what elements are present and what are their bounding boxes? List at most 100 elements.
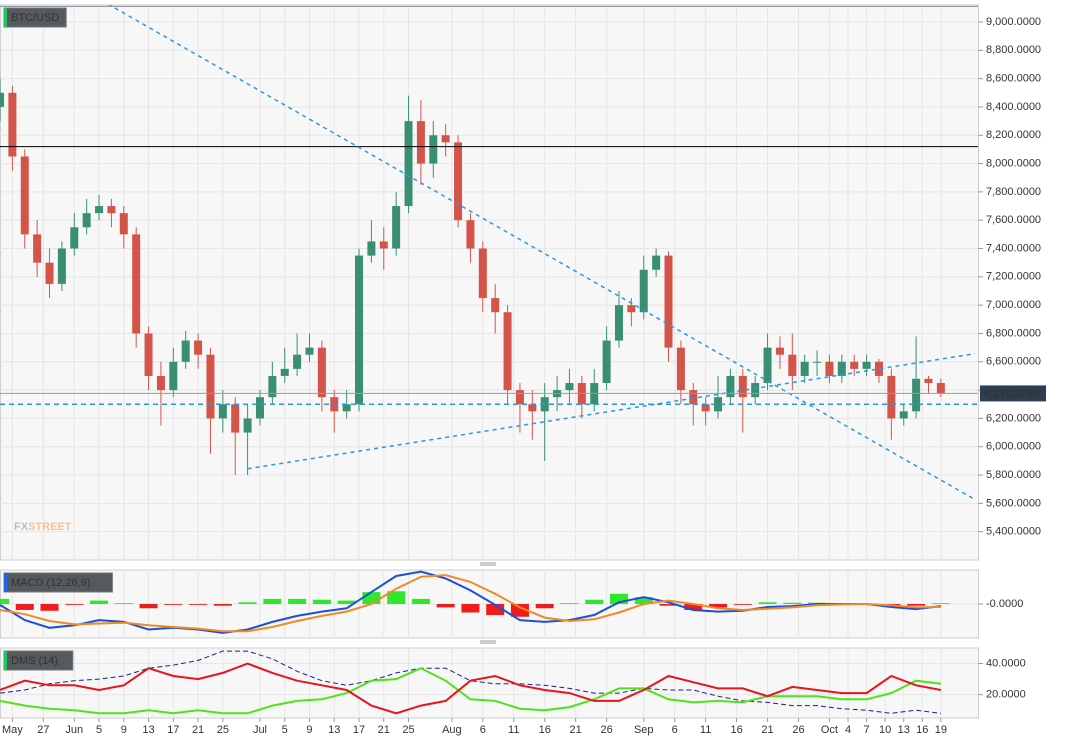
candle-body (194, 340, 203, 355)
histogram-bar (659, 604, 678, 606)
candle-body (676, 347, 685, 391)
y-tick-label: 6,600.0000 (986, 356, 1041, 368)
watermark-fx: FX (14, 521, 29, 533)
candle-body (0, 92, 4, 107)
candle-body (156, 375, 165, 391)
x-tick-label: 11 (700, 724, 711, 736)
price-marker-label: 6,376.5750 (984, 388, 1039, 400)
y-tick-label: 40.0000 (986, 657, 1026, 669)
x-tick-label: 17 (353, 724, 365, 736)
candle-body (33, 234, 42, 263)
x-tick-label: 21 (570, 724, 582, 736)
candle-body (355, 255, 364, 405)
candle-body (466, 220, 475, 249)
histogram-bar (90, 600, 109, 604)
candle-body (392, 206, 401, 249)
x-tick-label: Jun (65, 724, 83, 736)
x-tick-label: 7 (864, 724, 870, 736)
histogram-bar (362, 592, 381, 604)
histogram-bar (15, 604, 34, 610)
candle-body (342, 404, 351, 412)
y-tick-label: 7,800.0000 (986, 186, 1041, 198)
histogram-bar (783, 602, 802, 604)
x-tick-label: 13 (328, 724, 340, 736)
histogram-bar (436, 604, 455, 608)
plot-area (0, 5, 978, 560)
candle-body (231, 404, 240, 433)
x-tick-label: 10 (879, 724, 891, 736)
y-tick-label: 5,800.0000 (986, 469, 1041, 481)
histogram-bar (40, 604, 59, 611)
candle-body (70, 227, 79, 249)
histogram-bar (758, 602, 777, 604)
y-tick-label: 6,000.0000 (986, 441, 1041, 453)
candle-body (255, 397, 264, 419)
candle-body (404, 121, 413, 207)
y-tick-label: 8,600.0000 (986, 73, 1041, 85)
candle-body (788, 354, 797, 376)
histogram-bar (510, 604, 529, 617)
histogram-bar (634, 597, 653, 604)
candle-body (107, 206, 116, 214)
x-tick-label: 9 (306, 724, 312, 736)
x-tick-label: 21 (761, 724, 773, 736)
x-tick-label: 11 (508, 724, 519, 736)
candle-body (565, 383, 574, 391)
x-tick-label: 13 (142, 724, 154, 736)
panel-splitter[interactable] (480, 562, 496, 644)
histogram-bar (535, 604, 554, 609)
candle-body (515, 390, 524, 405)
candle-body (305, 347, 314, 355)
x-tick-label: 16 (916, 724, 928, 736)
x-tick-label: 16 (730, 724, 742, 736)
candle-body (751, 383, 760, 398)
y-tick-label: 7,600.0000 (986, 214, 1041, 226)
candle-body (416, 121, 425, 164)
histogram-bar (709, 604, 728, 608)
histogram-bar (684, 604, 703, 610)
candle-body (280, 368, 289, 376)
watermark: FXSTREET (14, 521, 72, 533)
y-tick-label: 9,000.0000 (986, 16, 1041, 28)
x-tick-label: 25 (402, 724, 414, 736)
candle-body (837, 361, 846, 376)
candle-body (899, 411, 908, 419)
candle-body (45, 262, 54, 284)
x-tick-label: 21 (378, 724, 390, 736)
y-tick-label: 7,200.0000 (986, 271, 1041, 283)
candle-body (627, 305, 636, 313)
candle-body (95, 206, 104, 214)
candle-body (887, 375, 896, 419)
candle-body (738, 375, 747, 398)
y-tick-label: 7,400.0000 (986, 242, 1041, 254)
x-tick-label: Oct (821, 724, 838, 736)
histogram-bar (288, 598, 307, 604)
histogram-bar (411, 598, 430, 604)
panel-title-accent (4, 651, 7, 670)
candle-body (169, 361, 178, 391)
candle-body (243, 418, 252, 433)
histogram-bar (189, 604, 208, 605)
watermark-street: STREET (28, 521, 72, 533)
candle-body (20, 156, 29, 235)
candle-body (119, 213, 128, 235)
histogram-bar (263, 598, 282, 604)
candle-body (701, 404, 710, 412)
series-line (0, 574, 941, 633)
x-tick-label: 6 (672, 724, 678, 736)
histogram-bar (213, 604, 232, 606)
y-tick-label: 7,000.0000 (986, 299, 1041, 311)
histogram-bar (114, 603, 133, 604)
x-tick-label: Sep (634, 724, 654, 736)
candle-body (763, 347, 772, 384)
histogram-bar (337, 600, 356, 604)
candle-body (528, 404, 537, 412)
x-tick-label: Aug (442, 724, 462, 736)
candle-body (218, 404, 227, 419)
candle-body (429, 135, 438, 164)
candle-body (874, 361, 883, 376)
histogram-bar (0, 598, 9, 604)
x-tick-label: May (2, 724, 23, 736)
